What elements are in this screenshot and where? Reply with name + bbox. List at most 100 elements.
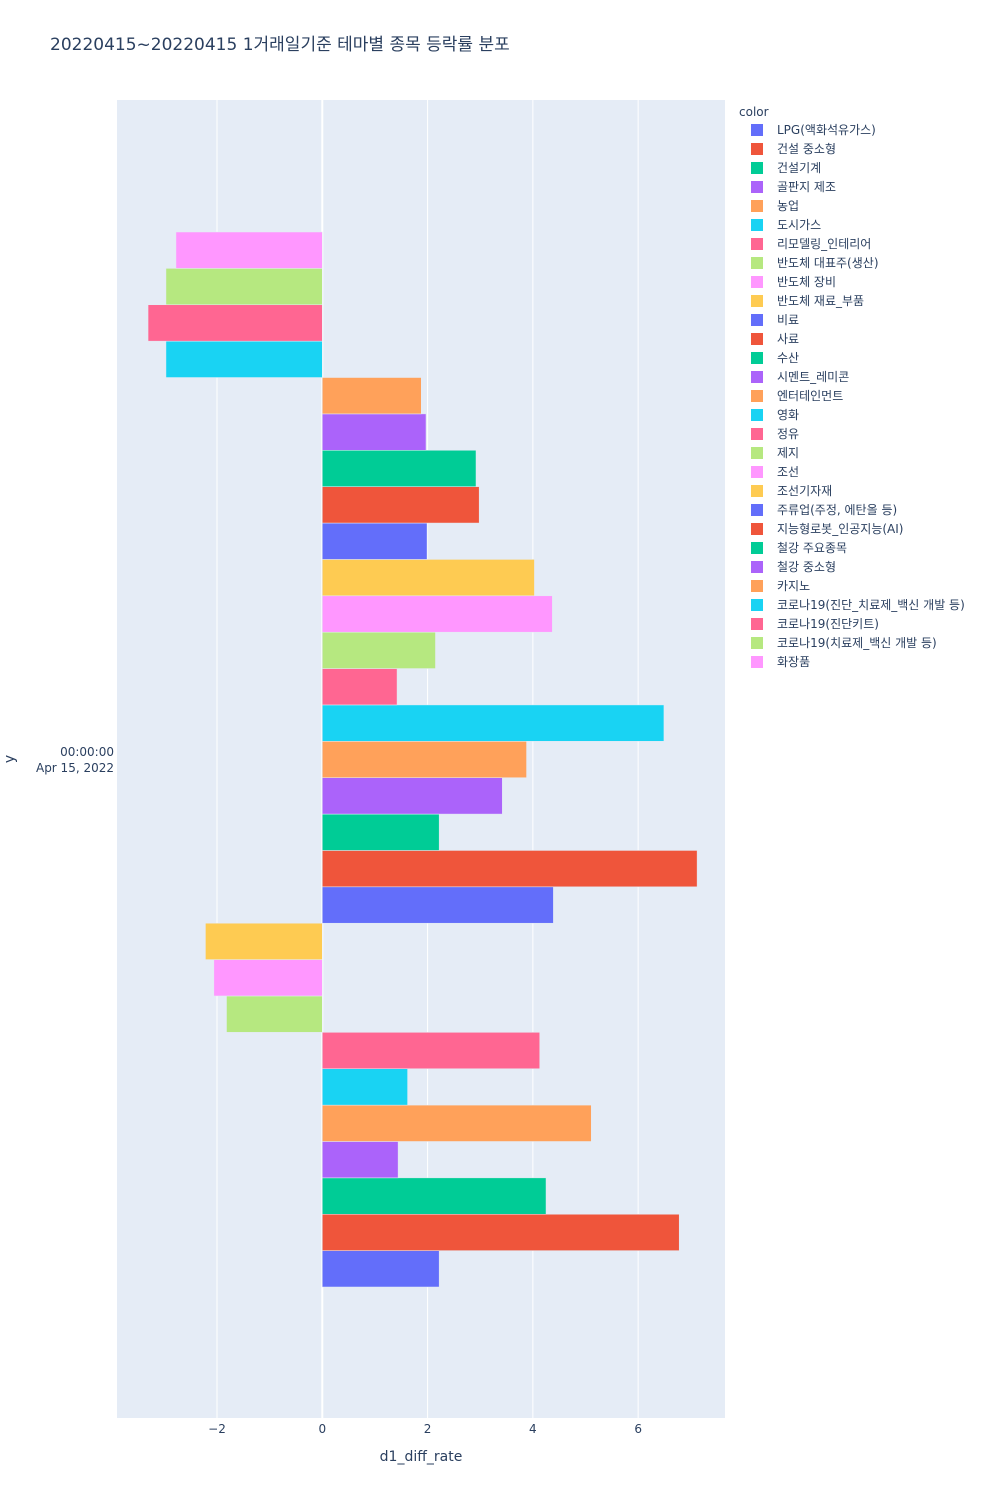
bar — [205, 922, 323, 960]
bar — [322, 1177, 547, 1215]
legend-swatch[interactable] — [751, 523, 763, 535]
legend-label[interactable]: 반도체 대표주(생산) — [777, 256, 879, 270]
legend-swatch[interactable] — [751, 390, 763, 402]
legend-swatch[interactable] — [751, 162, 763, 174]
legend-swatch[interactable] — [751, 542, 763, 554]
legend-label[interactable]: 리모델링_인테리어 — [777, 237, 871, 251]
bar — [226, 995, 323, 1033]
legend-label[interactable]: 골판지 제조 — [777, 180, 836, 194]
bar — [322, 777, 503, 815]
chart-title: 20220415~20220415 1거래일기준 테마별 종목 등락률 분포 — [50, 35, 510, 55]
bar — [322, 1068, 408, 1106]
legend-swatch[interactable] — [751, 181, 763, 193]
y-axis-title: y — [2, 755, 18, 763]
legend-label[interactable]: 건설기계 — [777, 161, 821, 175]
bar — [213, 959, 323, 997]
legend-swatch[interactable] — [751, 295, 763, 307]
legend-swatch[interactable] — [751, 371, 763, 383]
legend-label[interactable]: 수산 — [777, 351, 799, 365]
legend-swatch[interactable] — [751, 618, 763, 630]
legend-swatch[interactable] — [751, 276, 763, 288]
legend-label[interactable]: 코로나19(진단키트) — [777, 617, 879, 631]
bar — [322, 1104, 592, 1142]
bar — [322, 1250, 440, 1288]
y-tick-label-date: Apr 15, 2022 — [36, 761, 114, 775]
legend-swatch[interactable] — [751, 637, 763, 649]
legend-swatch[interactable] — [751, 238, 763, 250]
x-tick-label: 2 — [424, 1422, 432, 1436]
x-tick-labels: −2 0 2 4 6 — [208, 1422, 642, 1436]
bar — [322, 850, 698, 888]
bar — [147, 304, 323, 342]
legend-label[interactable]: 엔터테인먼트 — [777, 389, 843, 403]
bar — [322, 704, 665, 742]
legend-swatch[interactable] — [751, 333, 763, 345]
bar — [322, 450, 477, 487]
legend-label[interactable]: 철강 중소형 — [777, 560, 836, 574]
legend-swatch[interactable] — [751, 656, 763, 668]
legend-label[interactable]: 영화 — [777, 408, 799, 422]
legend-swatch[interactable] — [751, 257, 763, 269]
legend-label[interactable]: 조선기자재 — [777, 484, 832, 498]
legend-label[interactable]: 조선 — [777, 465, 799, 479]
bar — [322, 668, 398, 706]
legend-label[interactable]: 제지 — [777, 446, 799, 460]
bar — [322, 1141, 399, 1179]
legend-swatch[interactable] — [751, 428, 763, 440]
legend-swatch[interactable] — [751, 200, 763, 212]
legend-swatch[interactable] — [751, 352, 763, 364]
bar — [322, 413, 427, 451]
bar — [322, 522, 428, 560]
bar — [322, 559, 535, 597]
legend-swatch[interactable] — [751, 219, 763, 231]
legend-label[interactable]: 건설 중소형 — [777, 142, 836, 156]
y-tick-label-time: 00:00:00 — [60, 745, 114, 759]
bars — [147, 231, 698, 1288]
x-tick-label: 0 — [318, 1422, 326, 1436]
legend-swatch[interactable] — [751, 504, 763, 516]
legend-label[interactable]: 코로나19(진단_치료제_백신 개발 등) — [777, 598, 965, 612]
bar — [322, 1213, 680, 1251]
bar — [175, 231, 323, 269]
x-tick-label: 6 — [634, 1422, 642, 1436]
legend-swatch[interactable] — [751, 599, 763, 611]
bar — [165, 340, 323, 378]
bar — [322, 813, 440, 851]
legend-label[interactable]: 반도체 재료_부품 — [777, 294, 864, 308]
legend-swatch[interactable] — [751, 447, 763, 459]
legend-label[interactable]: 철강 주요종목 — [777, 541, 847, 555]
x-tick-label: −2 — [208, 1422, 226, 1436]
legend-label[interactable]: 카지노 — [777, 579, 810, 593]
legend-label[interactable]: 지능형로봇_인공지능(AI) — [777, 522, 903, 536]
x-tick-label: 4 — [529, 1422, 537, 1436]
bar — [322, 741, 527, 778]
legend-label[interactable]: 화장품 — [777, 655, 810, 669]
legend-label[interactable]: 사료 — [777, 332, 799, 346]
legend-label[interactable]: 도시가스 — [777, 218, 821, 232]
legend-label[interactable]: 비료 — [777, 313, 799, 327]
legend-label[interactable]: 정유 — [777, 427, 799, 441]
legend-swatch[interactable] — [751, 409, 763, 421]
bar — [322, 631, 436, 669]
legend-label[interactable]: LPG(액화석유가스) — [777, 123, 876, 137]
bar — [322, 595, 553, 633]
bar — [322, 377, 422, 415]
legend-label[interactable]: 시멘트_레미콘 — [777, 370, 849, 384]
legend-swatch[interactable] — [751, 314, 763, 326]
bar — [165, 268, 323, 306]
legend-label[interactable]: 주류업(주정, 에탄올 등) — [777, 503, 897, 517]
legend-swatch[interactable] — [751, 561, 763, 573]
legend-swatch[interactable] — [751, 143, 763, 155]
legend-swatch[interactable] — [751, 124, 763, 136]
legend-swatch[interactable] — [751, 485, 763, 497]
legend-label[interactable]: 코로나19(치료제_백신 개발 등) — [777, 636, 937, 650]
legend-title: color — [739, 105, 769, 119]
bar — [322, 886, 554, 924]
bar — [322, 486, 480, 524]
legend-swatch[interactable] — [751, 580, 763, 592]
legend-label[interactable]: 농업 — [777, 199, 799, 213]
legend-swatch[interactable] — [751, 466, 763, 478]
legend-label[interactable]: 반도체 장비 — [777, 275, 836, 289]
